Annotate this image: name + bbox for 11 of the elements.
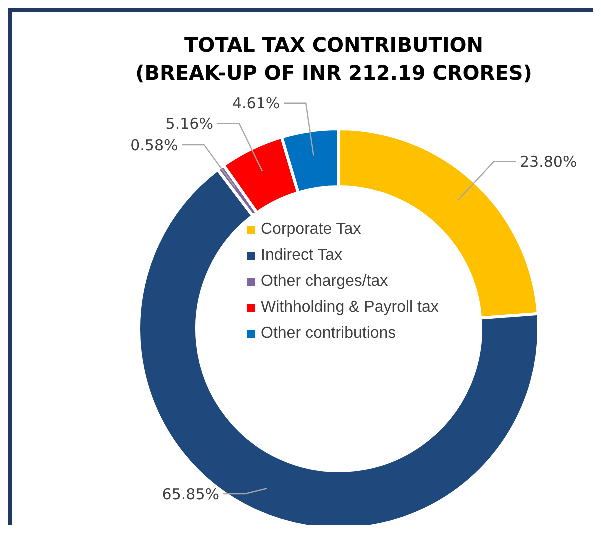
chart-title: TOTAL TAX CONTRIBUTION (BREAK-UP OF INR 212.19 CRORES) xyxy=(136,33,532,85)
data-label: 4.61% xyxy=(232,94,280,113)
legend-label: Other contributions xyxy=(261,324,396,344)
legend-label: Indirect Tax xyxy=(261,246,343,266)
legend-label: Withholding & Payroll tax xyxy=(261,298,439,318)
data-label: 5.16% xyxy=(166,115,214,134)
data-label: 0.58% xyxy=(130,136,178,154)
data-label: 23.80% xyxy=(520,153,578,172)
data-label: 65.85% xyxy=(162,485,220,504)
legend-label: Corporate Tax xyxy=(261,220,362,240)
legend-label: Other charges/tax xyxy=(261,272,388,292)
